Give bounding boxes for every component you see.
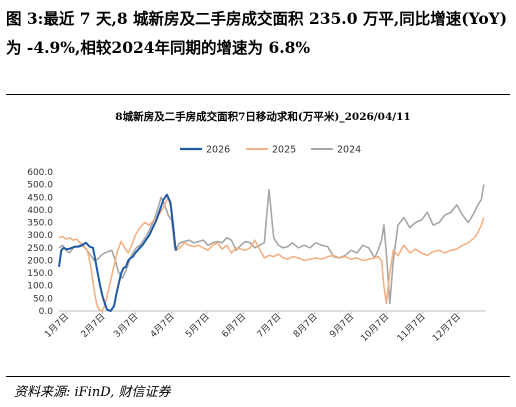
x-tick-label: 12月7日: [430, 311, 463, 344]
x-tick-label: 9月7日: [328, 311, 357, 340]
source-note: 资料来源: iFinD, 财信证券: [14, 385, 171, 400]
y-tick-label: 500.0: [27, 181, 53, 191]
chart-title: 8城新房及二手房成交面积7日移动求和(万平米)_2026/04/11: [115, 110, 410, 124]
series-line-2024: [58, 184, 485, 305]
x-tick-label: 8月7日: [291, 311, 320, 340]
legend: 2026 2025 2024: [180, 145, 361, 156]
y-tick-label: 300.0: [27, 231, 53, 241]
plot-area: [58, 184, 485, 312]
x-tick-label: 6月7日: [220, 311, 249, 340]
y-tick-label: 600.0: [27, 168, 53, 178]
x-tick-label: 5月7日: [183, 311, 212, 340]
y-tick-label: 150.0: [27, 269, 53, 279]
x-tick-label: 3月7日: [112, 311, 141, 340]
figure-caption: 图 3:最近 7 天,8 城新房及二手房成交面积 235.0 万平,同比增速(Y…: [6, 9, 508, 57]
y-tick-label: 200.0: [27, 256, 53, 266]
top-rule: [6, 94, 510, 95]
y-tick-label: 450.0: [27, 193, 53, 203]
x-tick-label: 4月7日: [148, 311, 177, 340]
x-tick-label: 11月7日: [395, 311, 428, 344]
legend-label-2026: 2026: [206, 145, 230, 156]
series-line-2025: [58, 196, 485, 312]
legend-label-2025: 2025: [272, 145, 296, 156]
x-tick-label: 7月7日: [255, 311, 284, 340]
bottom-rule: [6, 376, 510, 377]
y-tick-label: 0.0: [39, 307, 54, 317]
series-line-2026: [58, 193, 178, 312]
x-tick-label: 10月7日: [359, 311, 392, 344]
y-tick-label: 400.0: [27, 206, 53, 216]
y-tick-label: 350.0: [27, 219, 53, 229]
y-tick-label: 250.0: [27, 244, 53, 254]
y-tick-label: 50.0: [33, 294, 53, 304]
legend-label-2024: 2024: [337, 145, 361, 156]
y-tick-label: 100.0: [27, 282, 53, 292]
axes: 0.0 50.0 100.0 150.0 200.0 250.0 300.0 350.0 400…: [27, 168, 486, 344]
x-tick-label: 2月7日: [79, 311, 108, 340]
